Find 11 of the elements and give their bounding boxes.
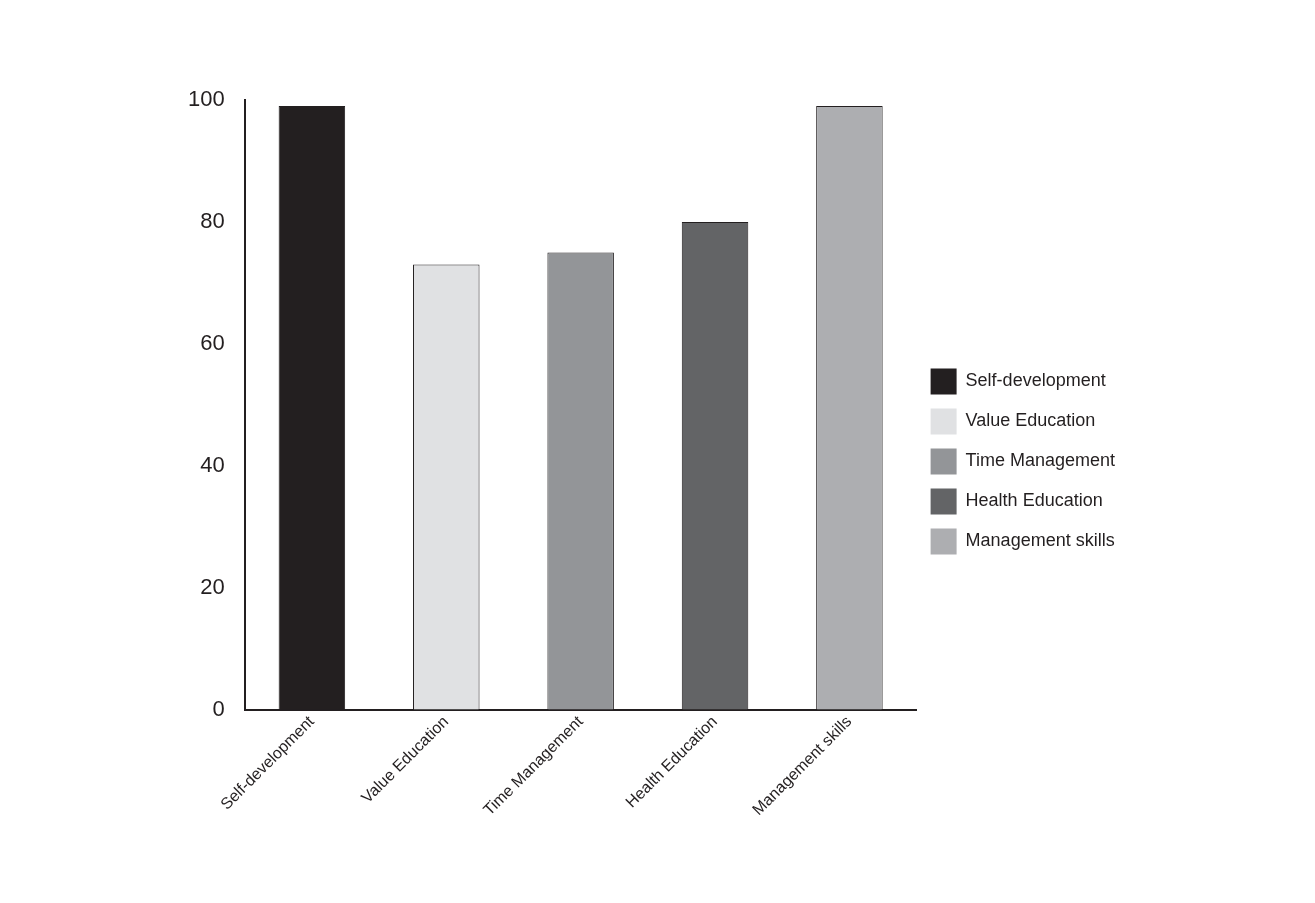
y-tick-label: 60 [200, 329, 225, 355]
y-tick-label: 80 [200, 207, 225, 233]
y-tick-label: 20 [200, 573, 225, 599]
legend-label: Value Education [965, 410, 1096, 431]
y-tick-label: 40 [200, 451, 225, 477]
legend-label: Self-development [965, 370, 1106, 391]
y-tick-label: 0 [212, 695, 225, 721]
legend-label: Time Management [965, 450, 1116, 471]
legend-label: Health Education [965, 490, 1103, 511]
y-tick-label: 100 [187, 86, 225, 112]
legend-label: Management skills [965, 530, 1115, 551]
